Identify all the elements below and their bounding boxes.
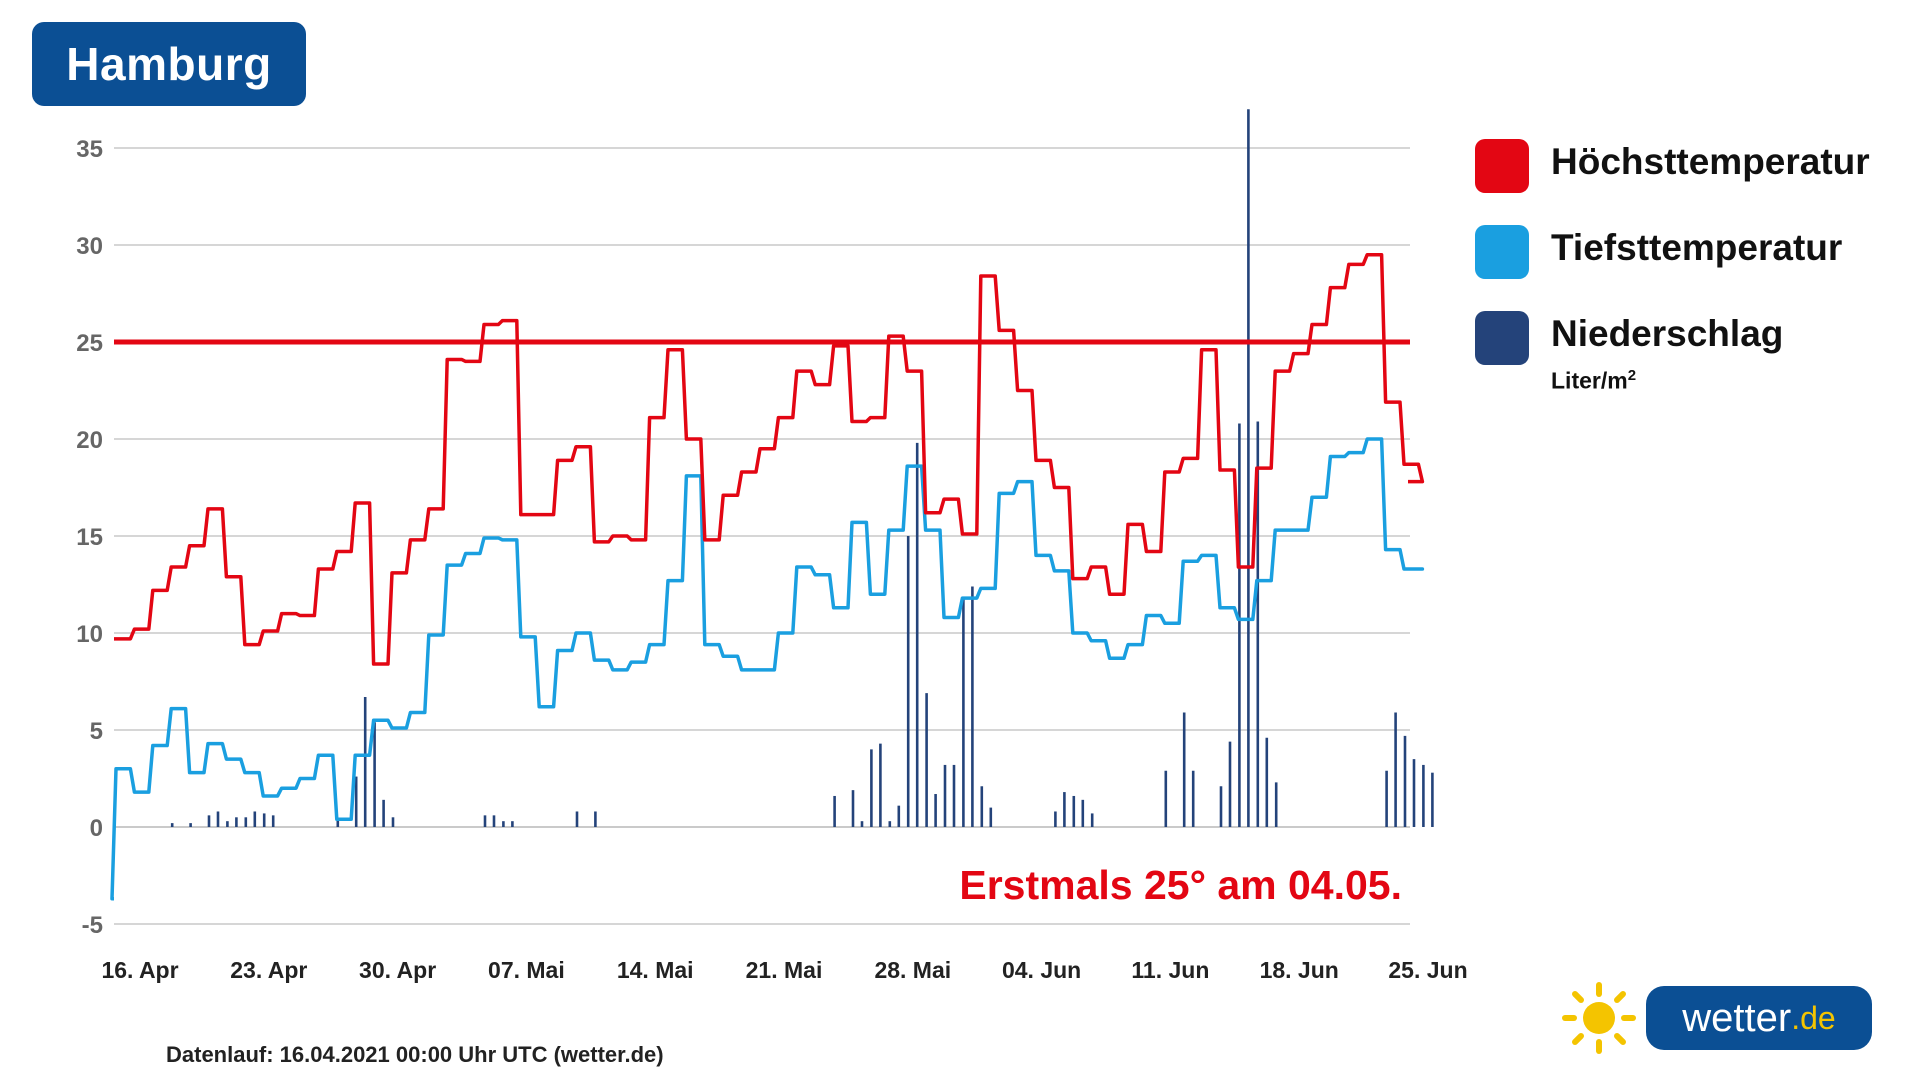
- legend-label-precip: Niederschlag: [1551, 313, 1784, 354]
- legend-swatch-high: [1475, 139, 1529, 193]
- y-tick-label: 10: [76, 621, 103, 648]
- y-tick-label: 35: [76, 136, 103, 163]
- logo-text: wetter: [1682, 995, 1792, 1040]
- x-tick-label: 14. Mai: [617, 957, 694, 983]
- legend-label-low: Tiefsttemperatur: [1551, 227, 1843, 268]
- x-tick-label: 11. Jun: [1131, 957, 1209, 983]
- sun-icon: [1562, 982, 1636, 1054]
- chart-annotation: Erstmals 25° am 04.05.: [959, 862, 1402, 908]
- x-tick-label: 16. Apr: [101, 957, 178, 983]
- legend-item-low: Tiefsttemperatur: [1475, 221, 1915, 281]
- wetter-de-logo[interactable]: wetter .de: [1560, 982, 1872, 1054]
- high-temperature-path: [114, 252, 1425, 666]
- logo-wordmark: wetter .de: [1646, 986, 1872, 1050]
- x-tick-label: 25. Jun: [1388, 957, 1467, 983]
- legend-item-high: Höchsttemperatur: [1475, 135, 1915, 195]
- x-tick-label: 30. Apr: [359, 957, 436, 983]
- data-run-footer: Datenlauf: 16.04.2021 00:00 Uhr UTC (wet…: [166, 1042, 664, 1067]
- y-tick-label: 20: [76, 427, 103, 454]
- legend-unit-precip: Liter/m2: [1551, 367, 1637, 394]
- y-tick-label: 15: [76, 524, 103, 551]
- x-tick-label: 23. Apr: [230, 957, 307, 983]
- legend-swatch-precip: [1475, 311, 1529, 365]
- logo-tld: .de: [1791, 999, 1836, 1036]
- legend-item-precip: Niederschlag Liter/m2: [1475, 307, 1915, 394]
- y-tick-label: -5: [82, 912, 103, 939]
- city-title-badge: Hamburg: [32, 22, 306, 106]
- precipitation-bars: [170, 109, 1434, 827]
- x-tick-label: 07. Mai: [488, 957, 565, 983]
- high-temperature-line: [114, 252, 1425, 666]
- grid-lines: [114, 147, 1410, 925]
- y-tick-label: 25: [76, 330, 103, 357]
- y-tick-label: 0: [90, 815, 103, 842]
- y-tick-label: 5: [90, 718, 103, 745]
- x-tick-label: 21. Mai: [746, 957, 823, 983]
- x-tick-label: 18. Jun: [1260, 957, 1339, 983]
- y-tick-label: 30: [76, 233, 103, 260]
- legend-swatch-low: [1475, 225, 1529, 279]
- legend-label-high: Höchsttemperatur: [1551, 141, 1870, 182]
- city-title: Hamburg: [66, 38, 272, 90]
- low-temperature-line: [110, 437, 1425, 901]
- axis-labels: 35 30 25 20 15 10 5 0 -5 16. Apr 23. Apr 30. Apr 07.…: [76, 136, 1467, 983]
- x-tick-label: 04. Jun: [1002, 957, 1081, 983]
- x-tick-label: 28. Mai: [874, 957, 951, 983]
- low-temperature-path: [110, 437, 1425, 901]
